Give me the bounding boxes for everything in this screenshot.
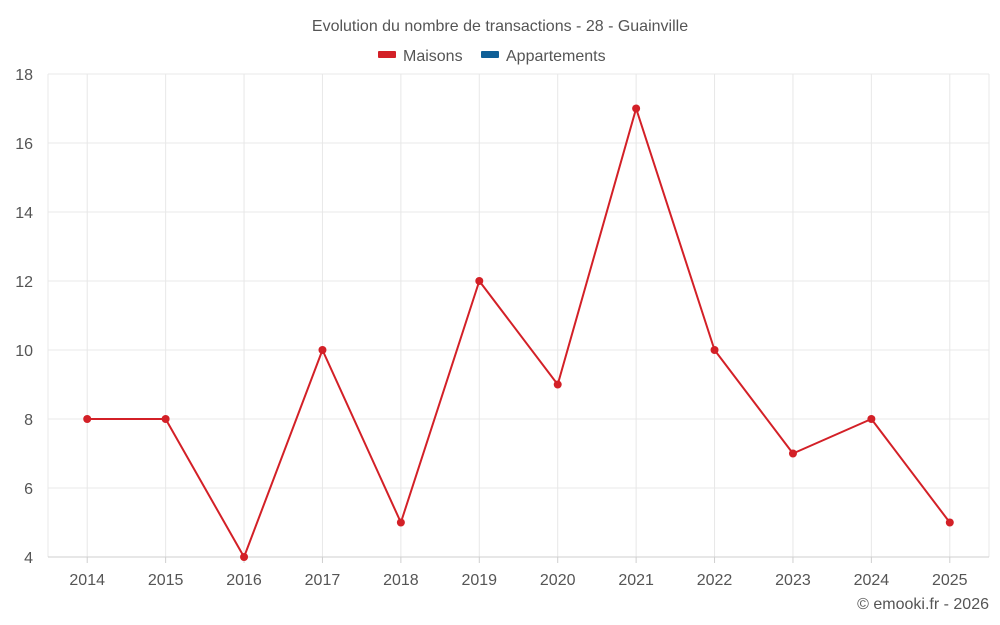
- data-point-maisons-2020[interactable]: [553, 380, 562, 389]
- y-tick-label: 14: [15, 205, 33, 222]
- x-tick-label: 2022: [697, 572, 733, 589]
- y-tick-label: 8: [24, 412, 33, 429]
- y-tick-label: 18: [15, 67, 33, 84]
- y-tick-label: 6: [24, 481, 33, 498]
- y-tick-label: 4: [24, 550, 33, 567]
- data-point-maisons-2021[interactable]: [632, 104, 641, 113]
- x-tick-label: 2024: [854, 572, 890, 589]
- x-tick-label: 2014: [69, 572, 105, 589]
- data-point-maisons-2019[interactable]: [475, 277, 484, 285]
- data-point-maisons-2025[interactable]: [945, 518, 954, 527]
- gridlines: [47, 73, 990, 557]
- credit-text: © emooki.fr - 2026: [857, 596, 989, 613]
- data-point-maisons-2015[interactable]: [161, 415, 170, 423]
- x-tick-label: 2023: [775, 572, 811, 589]
- x-tick-label: 2018: [383, 572, 419, 589]
- y-tick-label: 10: [15, 343, 33, 360]
- legend-label-appartements[interactable]: Appartements: [506, 48, 606, 65]
- x-tick-label: 2015: [148, 572, 184, 589]
- y-tick-label: 16: [15, 136, 33, 153]
- series: [83, 104, 954, 561]
- data-point-maisons-2022[interactable]: [710, 346, 719, 354]
- x-tick-label: 2025: [932, 572, 968, 589]
- x-tick-label: 2020: [540, 572, 576, 589]
- x-tick-label: 2017: [305, 572, 341, 589]
- y-tick-label: 12: [15, 274, 33, 291]
- legend-label-maisons[interactable]: Maisons: [403, 48, 463, 65]
- data-point-maisons-2024[interactable]: [867, 415, 876, 423]
- data-point-maisons-2017[interactable]: [318, 346, 327, 354]
- data-point-maisons-2016[interactable]: [240, 553, 249, 561]
- chart-title: Evolution du nombre de transactions - 28…: [312, 18, 688, 35]
- x-tick-label: 2016: [226, 572, 262, 589]
- data-point-maisons-2018[interactable]: [396, 518, 405, 527]
- legend-swatch-maisons: [378, 51, 396, 58]
- data-point-maisons-2023[interactable]: [788, 449, 797, 458]
- series-line-maisons: [87, 107, 951, 558]
- legend: Maisons Appartements: [378, 48, 606, 65]
- x-tick-label: 2019: [461, 572, 497, 589]
- data-point-maisons-2014[interactable]: [83, 415, 92, 423]
- x-tick-label: 2021: [618, 572, 654, 589]
- axes: 4 6 8 10 12 14 16 18 2014 2015 2016 2017 2018 2019 202…: [15, 67, 989, 589]
- legend-swatch-appartements: [481, 51, 499, 58]
